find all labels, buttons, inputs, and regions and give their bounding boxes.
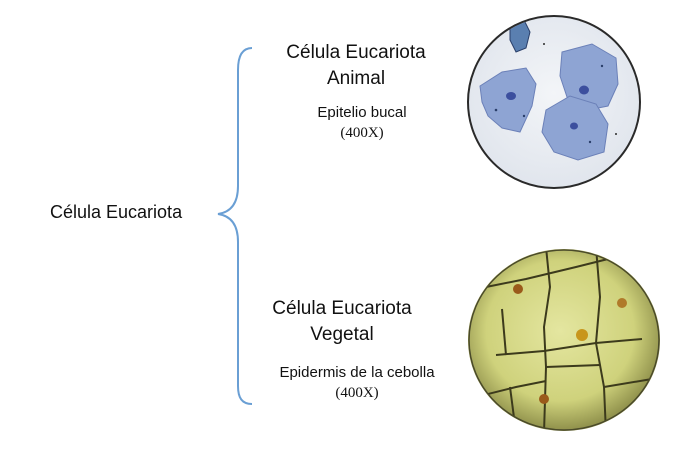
- animal-magnification: (400X): [340, 125, 384, 141]
- animal-sample-label: Epitelio bucal: [317, 104, 407, 121]
- animal-title-line1: Célula Eucariota: [286, 42, 426, 63]
- animal-title-line2: Animal: [326, 68, 386, 89]
- plant-title-line2: Vegetal: [310, 324, 374, 345]
- plant-magnification: (400X): [335, 385, 379, 401]
- plant-cell-micrograph: [468, 249, 660, 431]
- plant-sample-label: Epidermis de la cebolla: [279, 364, 435, 381]
- plant-title-line1: Célula Eucariota: [272, 298, 412, 319]
- root-label: Célula Eucariota: [50, 202, 183, 222]
- curly-brace: [217, 47, 253, 405]
- animal-cell-micrograph: [467, 15, 641, 189]
